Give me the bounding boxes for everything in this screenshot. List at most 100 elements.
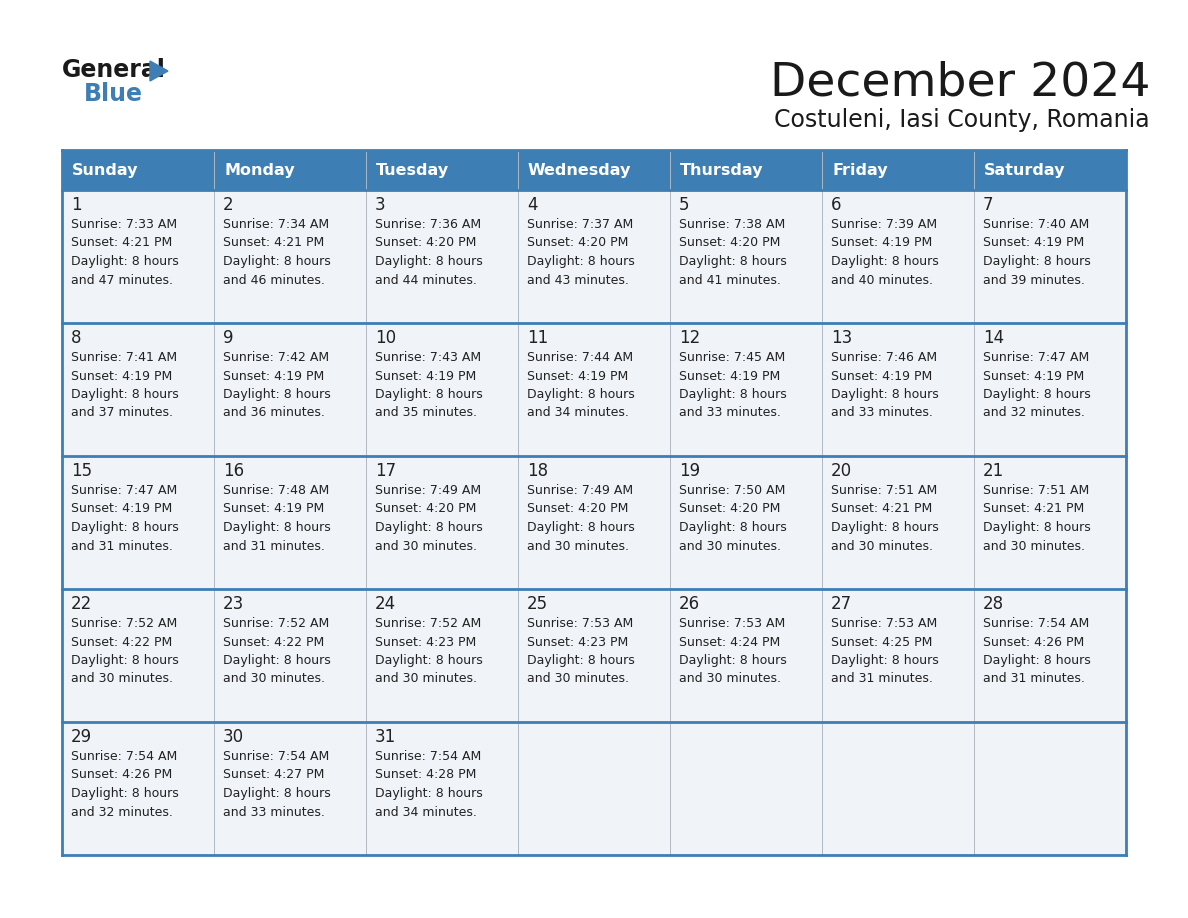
Text: Sunrise: 7:52 AM: Sunrise: 7:52 AM xyxy=(223,617,329,630)
Text: Sunset: 4:27 PM: Sunset: 4:27 PM xyxy=(223,768,324,781)
Text: Sunrise: 7:50 AM: Sunrise: 7:50 AM xyxy=(680,484,785,497)
Text: 31: 31 xyxy=(375,728,397,746)
Polygon shape xyxy=(150,61,168,81)
Text: Sunrise: 7:39 AM: Sunrise: 7:39 AM xyxy=(830,218,937,231)
Text: 4: 4 xyxy=(527,196,537,214)
Text: Blue: Blue xyxy=(84,82,143,106)
Text: Tuesday: Tuesday xyxy=(375,162,449,177)
Text: and 36 minutes.: and 36 minutes. xyxy=(223,407,324,420)
Text: December 2024: December 2024 xyxy=(770,60,1150,105)
Bar xyxy=(62,456,214,589)
Text: and 40 minutes.: and 40 minutes. xyxy=(830,274,933,286)
Bar xyxy=(518,323,670,456)
Bar xyxy=(62,589,214,722)
Text: Sunset: 4:19 PM: Sunset: 4:19 PM xyxy=(982,370,1085,383)
Text: Daylight: 8 hours: Daylight: 8 hours xyxy=(680,388,786,401)
Text: Daylight: 8 hours: Daylight: 8 hours xyxy=(680,255,786,268)
Text: Daylight: 8 hours: Daylight: 8 hours xyxy=(830,521,939,534)
Text: and 33 minutes.: and 33 minutes. xyxy=(830,407,933,420)
Text: and 46 minutes.: and 46 minutes. xyxy=(223,274,324,286)
Text: Wednesday: Wednesday xyxy=(527,162,631,177)
Text: Costuleni, Iasi County, Romania: Costuleni, Iasi County, Romania xyxy=(775,108,1150,132)
Text: Sunrise: 7:54 AM: Sunrise: 7:54 AM xyxy=(223,750,329,763)
Text: Daylight: 8 hours: Daylight: 8 hours xyxy=(223,654,330,667)
Text: Sunset: 4:19 PM: Sunset: 4:19 PM xyxy=(375,370,476,383)
Text: and 34 minutes.: and 34 minutes. xyxy=(527,407,628,420)
Text: Daylight: 8 hours: Daylight: 8 hours xyxy=(830,255,939,268)
Bar xyxy=(822,589,974,722)
Text: 13: 13 xyxy=(830,329,852,347)
Text: and 30 minutes.: and 30 minutes. xyxy=(71,673,173,686)
Text: and 31 minutes.: and 31 minutes. xyxy=(71,540,173,553)
Text: and 41 minutes.: and 41 minutes. xyxy=(680,274,781,286)
Text: 1: 1 xyxy=(71,196,82,214)
Text: Sunrise: 7:34 AM: Sunrise: 7:34 AM xyxy=(223,218,329,231)
Text: Sunrise: 7:46 AM: Sunrise: 7:46 AM xyxy=(830,351,937,364)
Text: Sunset: 4:25 PM: Sunset: 4:25 PM xyxy=(830,635,933,648)
Text: Sunset: 4:19 PM: Sunset: 4:19 PM xyxy=(71,370,172,383)
Text: Sunset: 4:19 PM: Sunset: 4:19 PM xyxy=(830,237,933,250)
Text: Sunset: 4:20 PM: Sunset: 4:20 PM xyxy=(680,237,781,250)
Text: Sunset: 4:19 PM: Sunset: 4:19 PM xyxy=(680,370,781,383)
Text: 28: 28 xyxy=(982,595,1004,613)
Text: Daylight: 8 hours: Daylight: 8 hours xyxy=(375,521,482,534)
Text: Sunrise: 7:54 AM: Sunrise: 7:54 AM xyxy=(71,750,177,763)
Text: 18: 18 xyxy=(527,462,548,480)
Bar xyxy=(366,456,518,589)
Bar xyxy=(518,456,670,589)
Text: 5: 5 xyxy=(680,196,689,214)
Text: and 32 minutes.: and 32 minutes. xyxy=(982,407,1085,420)
Text: Thursday: Thursday xyxy=(680,162,764,177)
Text: Daylight: 8 hours: Daylight: 8 hours xyxy=(982,654,1091,667)
Text: Daylight: 8 hours: Daylight: 8 hours xyxy=(982,255,1091,268)
Text: Sunrise: 7:44 AM: Sunrise: 7:44 AM xyxy=(527,351,633,364)
Bar xyxy=(822,722,974,855)
Bar xyxy=(974,456,1126,589)
Text: Sunset: 4:19 PM: Sunset: 4:19 PM xyxy=(830,370,933,383)
Text: Daylight: 8 hours: Daylight: 8 hours xyxy=(527,654,634,667)
Text: 3: 3 xyxy=(375,196,386,214)
Text: Sunset: 4:22 PM: Sunset: 4:22 PM xyxy=(71,635,172,648)
Text: Sunrise: 7:40 AM: Sunrise: 7:40 AM xyxy=(982,218,1089,231)
Text: 21: 21 xyxy=(982,462,1004,480)
Text: and 47 minutes.: and 47 minutes. xyxy=(71,274,173,286)
Text: Daylight: 8 hours: Daylight: 8 hours xyxy=(71,521,178,534)
Text: Sunrise: 7:52 AM: Sunrise: 7:52 AM xyxy=(71,617,177,630)
Text: Sunrise: 7:42 AM: Sunrise: 7:42 AM xyxy=(223,351,329,364)
Text: Sunrise: 7:51 AM: Sunrise: 7:51 AM xyxy=(830,484,937,497)
Text: and 34 minutes.: and 34 minutes. xyxy=(375,805,476,819)
Text: and 30 minutes.: and 30 minutes. xyxy=(680,540,781,553)
Text: Daylight: 8 hours: Daylight: 8 hours xyxy=(71,654,178,667)
Text: 27: 27 xyxy=(830,595,852,613)
Text: 14: 14 xyxy=(982,329,1004,347)
Text: 23: 23 xyxy=(223,595,245,613)
Text: Sunrise: 7:53 AM: Sunrise: 7:53 AM xyxy=(680,617,785,630)
Text: Daylight: 8 hours: Daylight: 8 hours xyxy=(223,521,330,534)
Text: Sunset: 4:22 PM: Sunset: 4:22 PM xyxy=(223,635,324,648)
Text: Sunrise: 7:49 AM: Sunrise: 7:49 AM xyxy=(375,484,481,497)
Text: 22: 22 xyxy=(71,595,93,613)
Text: and 37 minutes.: and 37 minutes. xyxy=(71,407,173,420)
Text: and 30 minutes.: and 30 minutes. xyxy=(375,673,478,686)
Bar xyxy=(366,589,518,722)
Text: Sunset: 4:19 PM: Sunset: 4:19 PM xyxy=(223,502,324,516)
Text: Sunset: 4:23 PM: Sunset: 4:23 PM xyxy=(375,635,476,648)
Text: Sunrise: 7:47 AM: Sunrise: 7:47 AM xyxy=(71,484,177,497)
Text: Daylight: 8 hours: Daylight: 8 hours xyxy=(830,388,939,401)
Text: General: General xyxy=(62,58,166,82)
Text: 2: 2 xyxy=(223,196,234,214)
Text: Daylight: 8 hours: Daylight: 8 hours xyxy=(830,654,939,667)
Text: 30: 30 xyxy=(223,728,244,746)
Bar xyxy=(670,190,822,323)
Bar xyxy=(214,456,366,589)
Text: Sunset: 4:26 PM: Sunset: 4:26 PM xyxy=(982,635,1085,648)
Text: 26: 26 xyxy=(680,595,700,613)
Text: Daylight: 8 hours: Daylight: 8 hours xyxy=(680,521,786,534)
Text: 11: 11 xyxy=(527,329,548,347)
Text: Daylight: 8 hours: Daylight: 8 hours xyxy=(71,255,178,268)
Bar xyxy=(974,589,1126,722)
Text: and 35 minutes.: and 35 minutes. xyxy=(375,407,478,420)
Bar xyxy=(822,456,974,589)
Text: Sunset: 4:21 PM: Sunset: 4:21 PM xyxy=(71,237,172,250)
Bar xyxy=(214,722,366,855)
